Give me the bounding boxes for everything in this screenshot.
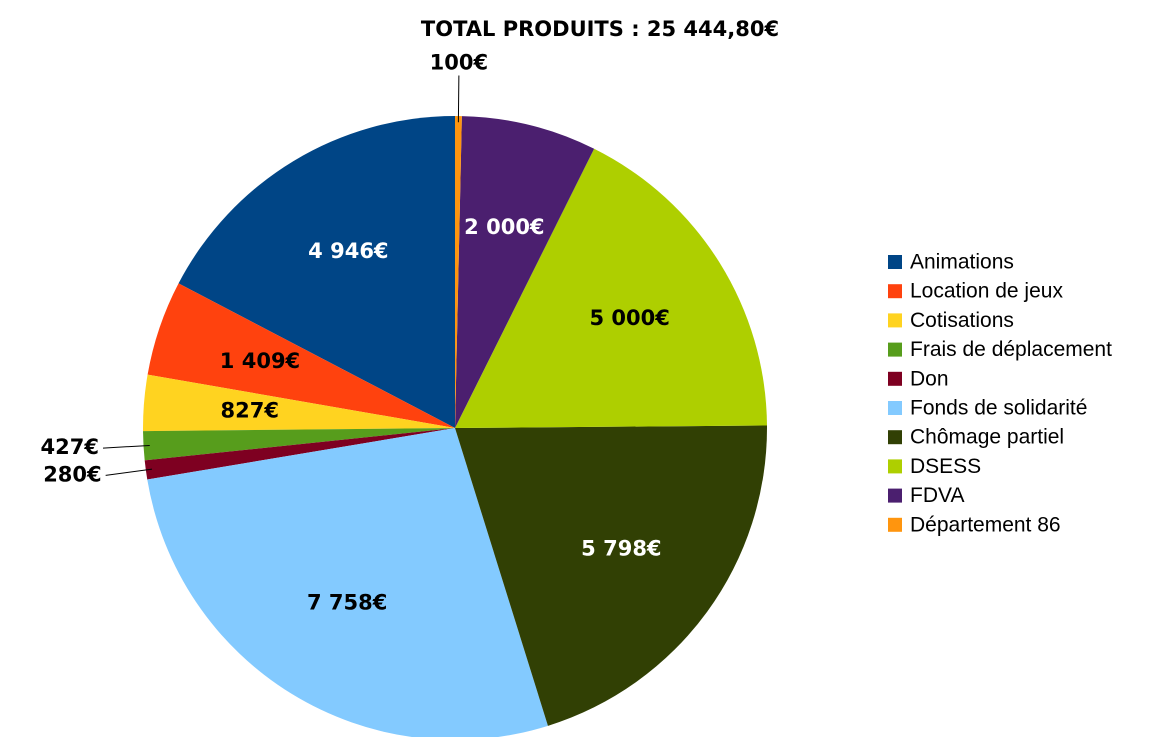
pie-slice	[455, 425, 767, 726]
data-label: 1 409€	[220, 349, 300, 373]
legend-swatch	[888, 371, 902, 386]
legend-swatch	[888, 430, 902, 445]
data-label: 2 000€	[464, 215, 544, 239]
data-label: 7 758€	[307, 590, 387, 614]
legend-swatch	[888, 459, 902, 474]
pie-slice	[144, 428, 456, 480]
legend-label: Animations	[910, 251, 1014, 274]
data-label: 427€	[41, 435, 99, 459]
data-label: 5 000€	[589, 306, 669, 330]
leader-line	[105, 468, 153, 476]
pie-slice	[455, 148, 767, 428]
legend-swatch	[888, 401, 902, 415]
legend-swatch	[888, 313, 902, 328]
legend-label: FDVA	[910, 484, 964, 507]
pie-slice	[455, 116, 595, 429]
pie-slice	[455, 116, 462, 428]
legend-swatch	[888, 488, 902, 503]
legend-swatch	[888, 255, 902, 269]
data-label: 280€	[43, 462, 101, 486]
legend-label: Fonds de solidarité	[910, 397, 1087, 420]
data-label: 827€	[221, 398, 279, 422]
legend-label: Location de jeux	[910, 280, 1063, 303]
data-label: 5 798€	[581, 536, 661, 560]
legend-label: Frais de déplacement	[910, 338, 1112, 361]
legend-swatch	[888, 517, 902, 532]
legend-label: Don	[910, 367, 949, 390]
legend-label: DSESS	[910, 455, 981, 478]
pie-slice	[143, 428, 456, 461]
pie-slice	[147, 428, 548, 740]
legend-swatch	[888, 342, 902, 357]
pie-slice	[147, 283, 455, 428]
legend-label: Chômage partiel	[910, 426, 1064, 449]
leader-line	[102, 444, 150, 449]
chart-title: TOTAL PRODUITS : 25 444,80€	[421, 17, 779, 41]
pie-slice	[178, 116, 456, 428]
data-label: 4 946€	[308, 239, 388, 263]
legend-label: Département 86	[910, 513, 1061, 536]
legend-label: Cotisations	[910, 309, 1014, 332]
data-label: 100€	[430, 50, 488, 74]
pie-slice	[143, 374, 456, 432]
legend-swatch	[888, 284, 902, 299]
leader-line	[457, 75, 460, 123]
